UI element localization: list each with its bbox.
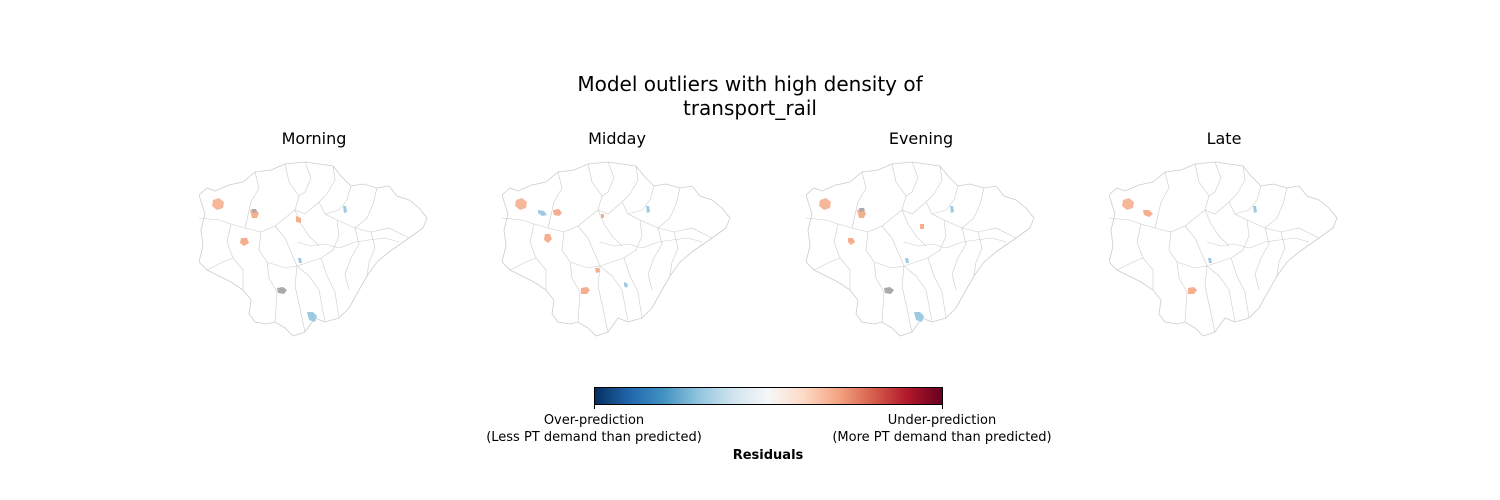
outlier-area (950, 206, 954, 213)
outlier-area (859, 208, 865, 212)
figure-title-line1: Model outliers with high density of (577, 72, 923, 96)
figure-title: Model outliers with high density of tran… (0, 72, 1500, 120)
outlier-area (544, 234, 552, 243)
borough-boundaries (1109, 161, 1338, 337)
figure-title-line2: transport_rail (682, 96, 817, 120)
outlier-area (1253, 206, 1257, 213)
outlier-area (581, 287, 590, 294)
outlier-area (553, 209, 562, 216)
outlier-area (595, 268, 600, 273)
outlier-area (296, 216, 301, 223)
outlier-area (240, 238, 249, 246)
outlier-area (624, 282, 628, 288)
outlier-area (343, 206, 347, 213)
colorbar-left-label-line1: Over-prediction (543, 413, 645, 428)
outlier-area (307, 312, 317, 322)
outlier-area (920, 224, 924, 229)
outlier-area (601, 214, 604, 218)
colorbar-left-label-line2: (Less PT demand than predicted) (486, 430, 702, 445)
colorbar-tick-left (594, 405, 595, 409)
outlier-area (1143, 210, 1153, 217)
panel-title-midday: Midday (588, 129, 646, 148)
residuals-colorbar (594, 387, 943, 405)
map-evening (806, 161, 1035, 337)
outlier-area (819, 198, 831, 210)
colorbar-title: Residuals (732, 448, 804, 463)
outlier-area (252, 209, 257, 213)
panel-title-late: Late (1206, 129, 1242, 148)
outlier-area (212, 198, 224, 210)
borough-boundaries (199, 161, 428, 337)
outlier-area (848, 238, 855, 245)
outlier-area (884, 287, 894, 294)
colorbar-left-label: Over-prediction (Less PT demand than pre… (444, 412, 744, 446)
outlier-area (905, 258, 909, 263)
map-midday (502, 161, 731, 337)
colorbar-right-label: Under-prediction (More PT demand than pr… (792, 412, 1092, 446)
borough-boundaries (806, 161, 1035, 337)
outlier-area (914, 312, 924, 322)
panel-title-evening: Evening (888, 129, 954, 148)
outlier-area (538, 210, 547, 216)
outlier-area (1122, 198, 1134, 210)
colorbar-right-label-line1: Under-prediction (887, 413, 997, 428)
outlier-area (1208, 258, 1212, 263)
map-late (1109, 161, 1338, 337)
colorbar-right-label-line2: (More PT demand than predicted) (832, 430, 1052, 445)
outlier-area (1188, 287, 1197, 294)
outlier-area (515, 198, 527, 210)
outlier-area (298, 258, 302, 263)
borough-boundaries (502, 161, 731, 337)
colorbar-tick-right (942, 405, 943, 409)
map-morning (199, 161, 428, 337)
outlier-area (646, 206, 650, 213)
outlier-area (277, 287, 287, 294)
panel-title-morning: Morning (281, 129, 347, 148)
